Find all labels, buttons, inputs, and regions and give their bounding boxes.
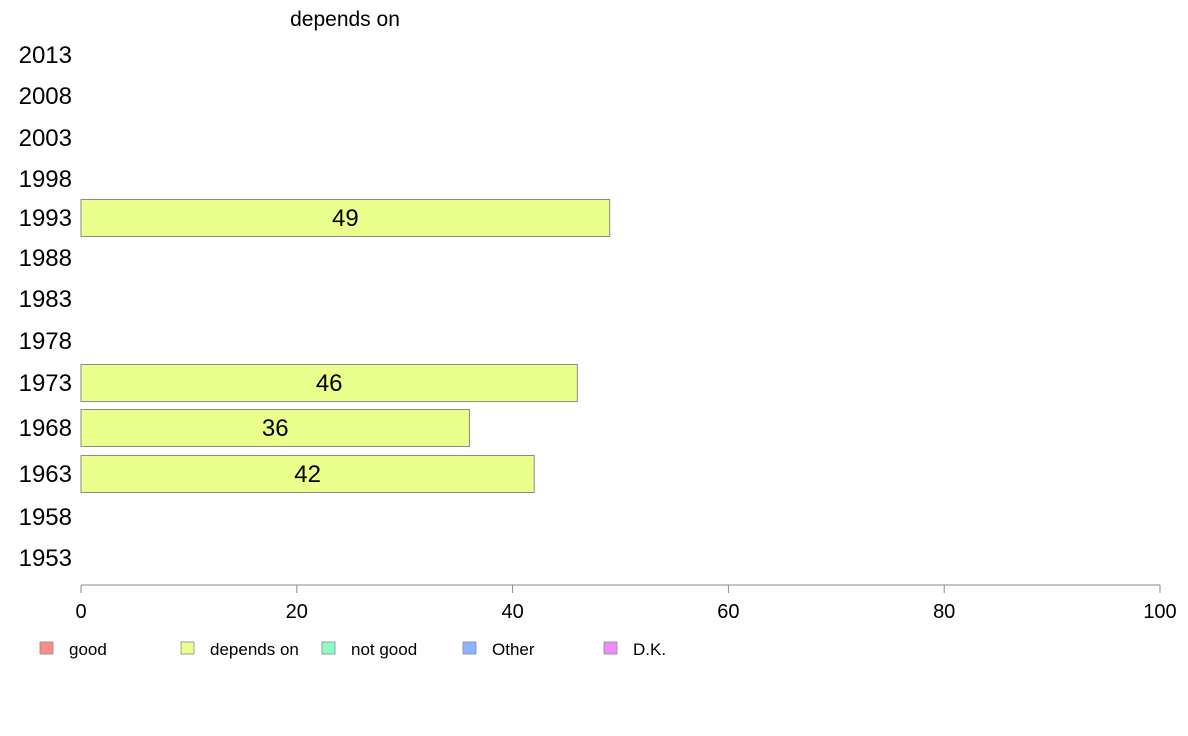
x-tick-label: 40 (501, 601, 523, 623)
x-tick-label: 0 (75, 601, 86, 623)
legend-label: not good (351, 640, 417, 659)
x-axis: 0 20 40 60 80 100 (75, 584, 1177, 623)
legend-label: depends on (210, 640, 299, 659)
legend-swatch (603, 641, 618, 655)
legend-swatch (321, 641, 336, 655)
y-tick-label: 1988 (19, 245, 72, 272)
legend-label: Other (492, 640, 535, 659)
x-tick-label: 20 (286, 601, 308, 623)
y-axis-labels: 2013 2008 2003 1998 1993 1988 1983 1978 1973 1968… (19, 42, 72, 572)
data-label: 36 (262, 415, 289, 442)
y-tick-label: 1963 (19, 461, 72, 488)
legend-swatch (39, 641, 54, 655)
data-label: 42 (294, 461, 321, 488)
y-tick-label: 1993 (19, 205, 72, 232)
y-tick-label: 1968 (19, 415, 72, 442)
x-tick-label: 60 (717, 601, 739, 623)
legend-swatch (462, 641, 477, 655)
y-tick-label: 2003 (19, 125, 72, 152)
y-tick-label: 1998 (19, 166, 72, 193)
legend-swatch (180, 641, 195, 655)
legend-label: D.K. (633, 640, 666, 659)
x-tick-label: 100 (1143, 601, 1176, 623)
y-tick-label: 2008 (19, 83, 72, 110)
y-tick-label: 2013 (19, 42, 72, 69)
y-tick-label: 1978 (19, 328, 72, 355)
y-tick-label: 1958 (19, 504, 72, 531)
bar (80, 199, 611, 237)
y-tick-label: 1983 (19, 286, 72, 313)
x-tick-label: 80 (933, 601, 955, 623)
data-label: 49 (332, 205, 359, 232)
legend-label: good (69, 640, 107, 659)
bar (80, 409, 470, 447)
data-label: 46 (316, 370, 343, 397)
y-tick-label: 1973 (19, 370, 72, 397)
y-tick-label: 1953 (19, 545, 72, 572)
legend: good depends on not good Other D.K. (39, 640, 666, 659)
bar (80, 455, 535, 493)
bar (80, 364, 578, 402)
chart-title: depends on (290, 8, 400, 31)
